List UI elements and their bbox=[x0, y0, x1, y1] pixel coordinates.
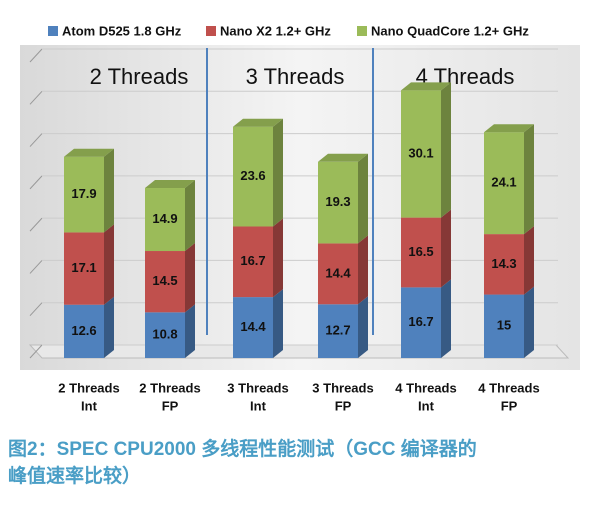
x-tick-label: FP bbox=[501, 398, 518, 413]
value-label: 23.6 bbox=[240, 168, 265, 183]
x-tick-label: 4 Threads bbox=[395, 380, 456, 395]
bar bbox=[401, 90, 441, 218]
bar bbox=[401, 217, 441, 288]
bar-top bbox=[145, 180, 195, 189]
value-label: 14.9 bbox=[152, 211, 177, 226]
x-tick-label: FP bbox=[335, 398, 352, 413]
bar-side bbox=[441, 279, 451, 358]
bar-side bbox=[441, 209, 451, 288]
caption: 图2：SPEC CPU2000 多线程性能测试（GCC 编译器的 bbox=[8, 437, 477, 460]
value-label: 17.1 bbox=[71, 260, 96, 275]
legend-swatch bbox=[48, 26, 58, 36]
x-tick-label: 3 Threads bbox=[227, 380, 288, 395]
bar bbox=[484, 294, 524, 358]
bar-side bbox=[104, 224, 114, 305]
grid-line bbox=[29, 48, 43, 63]
value-label: 16.5 bbox=[408, 244, 433, 259]
bar-side bbox=[273, 289, 283, 358]
value-label: 24.1 bbox=[491, 175, 516, 190]
bar bbox=[145, 251, 185, 313]
grid-line bbox=[29, 90, 43, 105]
value-label: 12.6 bbox=[71, 323, 96, 338]
value-label: 12.7 bbox=[325, 323, 350, 338]
bar-side bbox=[524, 226, 534, 295]
value-label: 16.7 bbox=[240, 253, 265, 268]
value-label: 15 bbox=[497, 318, 511, 333]
grid-line bbox=[29, 217, 43, 232]
legend-label: Nano X2 1.2+ GHz bbox=[220, 23, 331, 38]
bar-top bbox=[233, 118, 283, 127]
bar-top bbox=[64, 148, 114, 157]
bar-top bbox=[318, 153, 368, 162]
value-label: 14.3 bbox=[491, 256, 516, 271]
value-label: 14.4 bbox=[240, 319, 266, 334]
bar-side bbox=[104, 296, 114, 358]
legend-label: Nano QuadCore 1.2+ GHz bbox=[371, 23, 529, 38]
bar bbox=[64, 304, 104, 358]
value-label: 14.5 bbox=[152, 273, 177, 288]
bar bbox=[64, 156, 104, 233]
bar-side bbox=[104, 148, 114, 233]
value-label: 17.9 bbox=[71, 186, 96, 201]
bar bbox=[145, 188, 185, 252]
bar-side bbox=[185, 304, 195, 358]
bar bbox=[145, 312, 185, 358]
legend-swatch bbox=[206, 26, 216, 36]
bar bbox=[484, 132, 524, 235]
x-tick-label: Int bbox=[250, 398, 267, 413]
grid-line bbox=[29, 260, 43, 274]
x-tick-label: FP bbox=[162, 398, 179, 413]
bar-side bbox=[185, 180, 195, 252]
x-tick-label: 2 Threads bbox=[139, 380, 200, 395]
grid-line bbox=[29, 175, 43, 190]
bar bbox=[233, 126, 273, 227]
value-label: 16.7 bbox=[408, 314, 433, 329]
grid-line bbox=[29, 133, 43, 147]
x-tick-label: 2 Threads bbox=[58, 380, 119, 395]
bar-side bbox=[441, 82, 451, 218]
bar bbox=[233, 226, 273, 298]
value-label: 14.4 bbox=[325, 265, 351, 280]
bar-top bbox=[401, 82, 451, 91]
bar bbox=[233, 297, 273, 358]
bar bbox=[318, 161, 358, 244]
caption: 峰值速率比较） bbox=[8, 464, 141, 487]
bar bbox=[401, 287, 441, 358]
bar-top bbox=[484, 124, 534, 133]
group-label: 2 Threads bbox=[90, 64, 189, 89]
x-tick-label: Int bbox=[81, 398, 98, 413]
bar-side bbox=[273, 218, 283, 298]
legend-label: Atom D525 1.8 GHz bbox=[62, 23, 182, 38]
bar-side bbox=[358, 296, 368, 358]
bar bbox=[318, 243, 358, 305]
bar bbox=[64, 232, 104, 305]
bar bbox=[318, 304, 358, 358]
group-label: 3 Threads bbox=[246, 64, 345, 89]
grid-line bbox=[29, 302, 43, 317]
bar-side bbox=[273, 118, 283, 227]
legend-swatch bbox=[357, 26, 367, 36]
bar-side bbox=[524, 124, 534, 235]
bar-side bbox=[185, 243, 195, 313]
value-label: 19.3 bbox=[325, 194, 350, 209]
x-tick-label: 3 Threads bbox=[312, 380, 373, 395]
bar-side bbox=[358, 153, 368, 244]
x-tick-label: 4 Threads bbox=[478, 380, 539, 395]
bar-side bbox=[358, 235, 368, 305]
value-label: 10.8 bbox=[152, 327, 177, 342]
grid-line bbox=[29, 344, 43, 359]
x-tick-label: Int bbox=[418, 398, 435, 413]
bar bbox=[484, 234, 524, 295]
bar-side bbox=[524, 286, 534, 358]
value-label: 30.1 bbox=[408, 145, 433, 160]
